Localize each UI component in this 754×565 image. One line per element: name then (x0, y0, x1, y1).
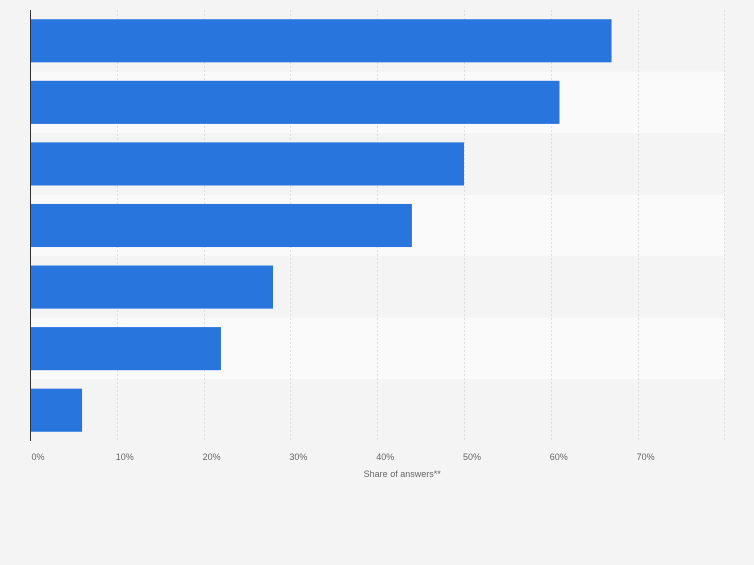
x-tick-label: 30% (289, 452, 307, 462)
x-tick-label: 40% (376, 452, 394, 462)
bar[interactable] (30, 327, 221, 371)
x-tick-label: 10% (116, 452, 134, 462)
x-tick-labels: 0% 10% 20% 30% 40% 50% 60% 70% (31, 452, 654, 462)
bar[interactable] (30, 142, 464, 186)
bar[interactable] (30, 388, 83, 432)
x-tick-label: 0% (31, 452, 44, 462)
x-tick-label: 50% (463, 452, 481, 462)
x-tick-label: 70% (637, 452, 655, 462)
x-tick-label: 60% (550, 452, 568, 462)
x-tick-label: 20% (203, 452, 221, 462)
bar[interactable] (30, 80, 560, 124)
bar[interactable] (30, 265, 274, 309)
bar[interactable] (30, 203, 412, 248)
x-axis-title: Share of answers** (364, 469, 442, 479)
bars (30, 19, 612, 432)
bar[interactable] (30, 19, 612, 63)
